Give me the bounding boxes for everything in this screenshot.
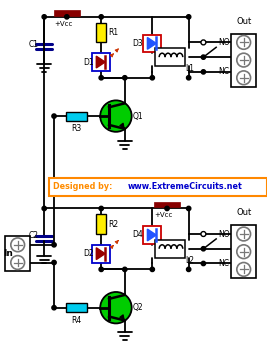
Text: C2: C2 [29, 231, 39, 240]
Circle shape [99, 75, 103, 80]
Circle shape [237, 227, 251, 241]
Bar [155, 240, 185, 258]
Bar [143, 35, 161, 52]
Circle shape [52, 260, 56, 265]
Bar [231, 33, 256, 87]
Text: NO: NO [218, 230, 230, 239]
Text: D4: D4 [133, 230, 143, 240]
Text: D1: D1 [84, 58, 94, 67]
Bar [5, 236, 30, 271]
Circle shape [201, 70, 206, 74]
Text: NO: NO [218, 38, 230, 47]
Text: R2: R2 [108, 220, 118, 229]
Circle shape [99, 15, 103, 19]
Bar [231, 225, 256, 278]
Circle shape [237, 245, 251, 258]
Circle shape [52, 114, 56, 118]
Circle shape [187, 206, 191, 211]
Circle shape [187, 267, 191, 272]
Text: R3: R3 [72, 124, 82, 134]
Circle shape [52, 243, 56, 247]
Text: Q1: Q1 [133, 111, 143, 121]
Circle shape [42, 15, 47, 19]
Text: R1: R1 [108, 28, 118, 37]
Circle shape [52, 305, 56, 310]
Circle shape [165, 206, 169, 211]
Circle shape [150, 267, 154, 272]
Text: L2: L2 [186, 256, 195, 265]
Polygon shape [147, 229, 156, 241]
Bar [49, 178, 267, 196]
Circle shape [123, 267, 127, 272]
Text: Out: Out [236, 208, 251, 217]
Circle shape [11, 256, 24, 269]
Text: Designed by:: Designed by: [53, 182, 115, 191]
Circle shape [201, 261, 206, 266]
Circle shape [99, 206, 103, 211]
Circle shape [201, 55, 206, 59]
Circle shape [237, 71, 251, 85]
Circle shape [100, 292, 132, 324]
Circle shape [42, 206, 47, 211]
Bar [154, 201, 180, 208]
Text: C1: C1 [29, 40, 39, 49]
Bar [54, 10, 80, 16]
Circle shape [187, 75, 191, 80]
Bar [143, 226, 161, 244]
Text: Out: Out [236, 17, 251, 26]
Bar [92, 53, 110, 71]
Text: L1: L1 [186, 64, 195, 73]
Text: R4: R4 [72, 316, 82, 325]
Bar [66, 112, 88, 121]
Circle shape [123, 75, 127, 80]
Circle shape [99, 267, 103, 272]
Text: In: In [3, 249, 13, 258]
Polygon shape [96, 56, 105, 68]
Text: NC: NC [218, 67, 229, 77]
Text: +Vcc: +Vcc [154, 213, 173, 218]
Text: D3: D3 [133, 39, 143, 48]
Circle shape [201, 40, 206, 45]
Bar [96, 214, 106, 234]
Circle shape [201, 231, 206, 236]
Text: +Vcc: +Vcc [54, 21, 72, 27]
Text: NC: NC [218, 259, 229, 268]
Circle shape [150, 75, 154, 80]
Text: www.ExtremeCircuits.net: www.ExtremeCircuits.net [128, 182, 243, 191]
Circle shape [237, 36, 251, 49]
Circle shape [201, 247, 206, 251]
Polygon shape [96, 248, 105, 260]
Text: Q2: Q2 [133, 303, 143, 312]
Circle shape [65, 15, 69, 19]
Circle shape [100, 100, 132, 132]
Text: D2: D2 [84, 249, 94, 258]
Bar [155, 48, 185, 66]
Circle shape [187, 15, 191, 19]
Circle shape [11, 238, 24, 252]
Circle shape [237, 53, 251, 67]
Bar [66, 303, 88, 312]
Circle shape [237, 262, 251, 276]
Bar [92, 245, 110, 262]
Polygon shape [147, 37, 156, 49]
Bar [96, 23, 106, 42]
